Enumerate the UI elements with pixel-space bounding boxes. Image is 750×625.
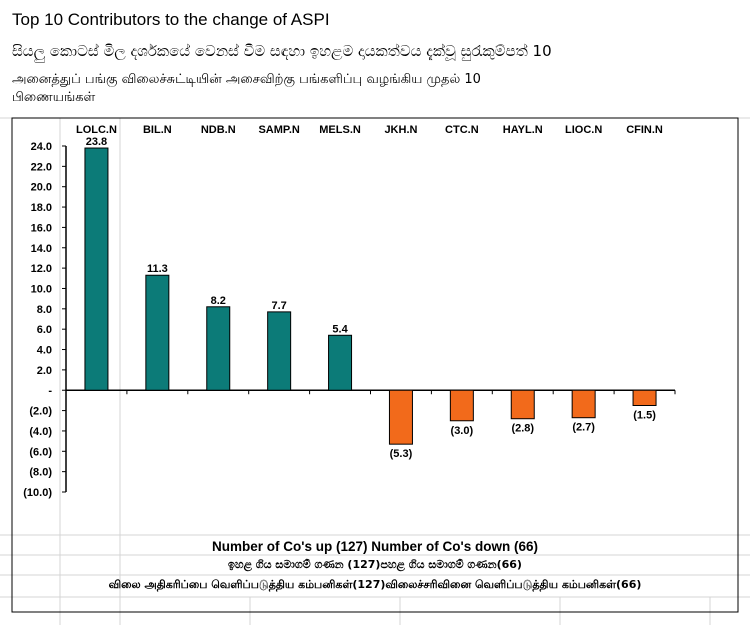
data-label: 11.3 xyxy=(147,263,168,275)
bar-jkh-n xyxy=(388,389,413,445)
bar-ctc-n xyxy=(449,389,474,422)
chart-frame xyxy=(11,117,739,613)
y-tick-label: 22.0 xyxy=(31,161,52,173)
y-tick-label: 6.0 xyxy=(37,324,52,336)
y-tick-label: 14.0 xyxy=(31,243,52,255)
y-tick-label: 10.0 xyxy=(31,283,52,295)
summary-english: Number of Co's up (127) Number of Co's d… xyxy=(212,539,538,554)
data-label: (2.7) xyxy=(572,422,595,434)
category-label: LIOC.N xyxy=(565,124,602,136)
y-axis: 24.0 22.0 20.0 18.0 16.0 14.0 12.0 10.0 8.0 6.0 4.… xyxy=(23,141,675,499)
bar-cfin-n xyxy=(632,389,657,406)
y-tick-label: 12.0 xyxy=(31,263,52,275)
data-label: (5.3) xyxy=(390,448,413,460)
y-tick-label: 8.0 xyxy=(37,304,52,316)
bar-samp-n xyxy=(267,311,292,391)
category-label: SAMP.N xyxy=(258,124,299,136)
data-label: (2.8) xyxy=(511,423,534,435)
y-tick-label: 4.0 xyxy=(37,345,52,357)
data-label: 8.2 xyxy=(211,295,226,307)
category-label: CFIN.N xyxy=(626,124,663,136)
chart-title: Top 10 Contributors to the change of ASP… xyxy=(12,10,330,29)
y-tick-label: 24.0 xyxy=(31,141,52,153)
y-tick-label: (8.0) xyxy=(29,467,52,479)
y-tick-label: (10.0) xyxy=(23,487,52,499)
category-label: BIL.N xyxy=(143,124,172,136)
bar-lioc-n xyxy=(571,389,596,419)
y-tick-label: - xyxy=(48,385,52,397)
category-label: MELS.N xyxy=(319,124,361,136)
y-tick-label: (6.0) xyxy=(29,446,52,458)
bar-lolc-n xyxy=(84,147,109,391)
data-label: (3.0) xyxy=(451,425,474,437)
category-labels: LOLC.N BIL.N NDB.N SAMP.N MELS.N JKH.N CTC.N HA… xyxy=(76,124,663,136)
y-tick-label: 20.0 xyxy=(31,182,52,194)
data-label: 7.7 xyxy=(272,300,287,312)
y-tick-label: (2.0) xyxy=(29,406,52,418)
data-labels: 23.8 11.3 8.2 7.7 5.4 (5.3) (3.0) (2.8) (2.7) (1.… xyxy=(86,136,656,460)
bar-mels-n xyxy=(328,334,353,391)
data-label: 5.4 xyxy=(332,323,348,335)
category-label: JKH.N xyxy=(384,124,417,136)
bar-bil-n xyxy=(145,274,170,391)
bar-hayl-n xyxy=(510,389,535,420)
data-label: 23.8 xyxy=(86,136,107,148)
subtitle-sinhala: සියලු කොටස් මිල දර්ශකයේ වෙනස් වීම සඳහා ඉ… xyxy=(12,42,552,60)
y-tick-label: 2.0 xyxy=(37,365,52,377)
data-label: (1.5) xyxy=(633,410,656,422)
category-label: HAYL.N xyxy=(503,124,543,136)
bar-ndb-n xyxy=(206,306,231,391)
subtitle-tamil-line2: பிணையங்கள் xyxy=(12,90,96,105)
summary-sinhala: ඉහළ ගිය සමාගම් ගණන (127)පහළ ගිය සමාගම් ග… xyxy=(228,558,522,571)
category-label: CTC.N xyxy=(445,124,479,136)
category-label: NDB.N xyxy=(201,124,236,136)
category-label: LOLC.N xyxy=(76,124,117,136)
y-tick-label: 16.0 xyxy=(31,222,52,234)
y-tick-label: 18.0 xyxy=(31,202,52,214)
subtitle-tamil-line1: அனைத்துப் பங்கு விலைச்சுட்டியின் அசைவிற்… xyxy=(12,72,481,87)
bar-series xyxy=(84,147,676,445)
summary-tamil: விலை அதிகரிப்பை வெளிப்படுத்திய கம்பனிகள்… xyxy=(108,578,642,591)
y-tick-label: (4.0) xyxy=(29,426,52,438)
